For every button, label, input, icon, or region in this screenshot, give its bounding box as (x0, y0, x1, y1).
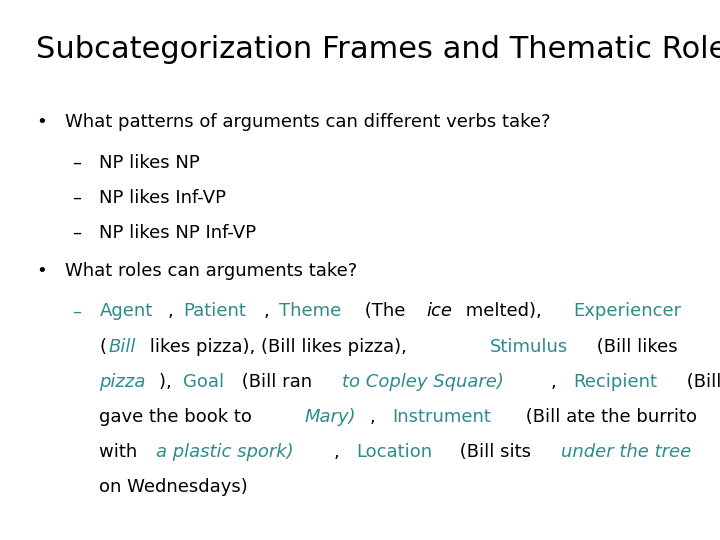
Text: (Bill likes: (Bill likes (591, 338, 678, 355)
Text: ,: , (551, 373, 568, 390)
Text: ,: , (371, 408, 388, 426)
Text: ),: ), (159, 373, 178, 390)
Text: Patient: Patient (183, 302, 246, 320)
Text: Theme: Theme (279, 302, 341, 320)
Text: pizza: pizza (99, 373, 145, 390)
Text: with: with (99, 443, 143, 461)
Text: –: – (72, 154, 81, 172)
Text: NP likes NP: NP likes NP (99, 154, 200, 172)
Text: under the tree: under the tree (561, 443, 691, 461)
Text: (Bill: (Bill (681, 373, 720, 390)
Text: –: – (72, 302, 81, 320)
Text: to Copley Square): to Copley Square) (342, 373, 504, 390)
Text: likes pizza), (Bill likes pizza),: likes pizza), (Bill likes pizza), (144, 338, 413, 355)
Text: (The: (The (359, 302, 411, 320)
Text: ice: ice (426, 302, 452, 320)
Text: Mary): Mary) (304, 408, 356, 426)
Text: ,: , (264, 302, 276, 320)
Text: –: – (72, 189, 81, 207)
Text: (Bill ate the burrito: (Bill ate the burrito (521, 408, 698, 426)
Text: on Wednesdays): on Wednesdays) (99, 478, 248, 496)
Text: (: ( (99, 338, 107, 355)
Text: gave the book to: gave the book to (99, 408, 258, 426)
Text: What roles can arguments take?: What roles can arguments take? (65, 262, 357, 280)
Text: •: • (36, 262, 47, 280)
Text: –: – (72, 224, 81, 242)
Text: Location: Location (356, 443, 432, 461)
Text: Agent: Agent (99, 302, 153, 320)
Text: Experiencer: Experiencer (573, 302, 681, 320)
Text: Instrument: Instrument (392, 408, 492, 426)
Text: ,: , (168, 302, 179, 320)
Text: Stimulus: Stimulus (490, 338, 569, 355)
Text: Bill: Bill (109, 338, 136, 355)
Text: NP likes NP Inf-VP: NP likes NP Inf-VP (99, 224, 256, 242)
Text: (Bill ran: (Bill ran (236, 373, 318, 390)
Text: What patterns of arguments can different verbs take?: What patterns of arguments can different… (65, 113, 550, 131)
Text: melted),: melted), (460, 302, 547, 320)
Text: (Bill sits: (Bill sits (454, 443, 537, 461)
Text: Goal: Goal (183, 373, 224, 390)
Text: ,: , (333, 443, 351, 461)
Text: NP likes Inf-VP: NP likes Inf-VP (99, 189, 226, 207)
Text: •: • (36, 113, 47, 131)
Text: Recipient: Recipient (573, 373, 657, 390)
Text: Subcategorization Frames and Thematic Roles: Subcategorization Frames and Thematic Ro… (36, 35, 720, 64)
Text: a plastic spork): a plastic spork) (156, 443, 294, 461)
